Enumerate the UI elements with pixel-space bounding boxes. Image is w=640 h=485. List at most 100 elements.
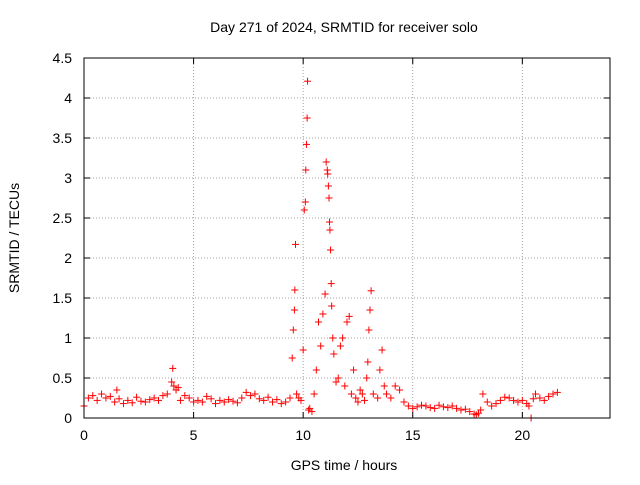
data-point (387, 394, 395, 402)
data-point (190, 398, 198, 406)
data-point (124, 396, 132, 404)
data-point (413, 403, 421, 411)
data-point (426, 404, 434, 412)
grid-layer (84, 58, 610, 418)
tick-label-layer: 0 0.5 1 1.5 2 2.5 3 3.5 4 4.5 0 5 10 15 20 (53, 50, 531, 443)
data-point (444, 404, 452, 412)
data-point (319, 310, 327, 318)
data-point (347, 390, 355, 398)
data-point (363, 374, 371, 382)
data-point (488, 402, 496, 410)
data-point (305, 406, 313, 414)
data-point (293, 390, 301, 398)
data-point (369, 390, 377, 398)
data-point (290, 306, 298, 314)
data-point (439, 403, 447, 411)
y-tick-label: 1.5 (53, 290, 73, 306)
data-point (391, 382, 399, 390)
data-point (325, 218, 333, 226)
data-point (382, 390, 390, 398)
data-point (510, 396, 518, 404)
data-point (303, 114, 311, 122)
data-point (327, 246, 335, 254)
data-point (289, 326, 297, 334)
y-tick-label: 0.5 (53, 370, 73, 386)
data-point (545, 392, 553, 400)
data-point (332, 378, 340, 386)
data-point (288, 354, 296, 362)
data-point (194, 396, 202, 404)
data-point (277, 400, 285, 408)
data-point (479, 390, 487, 398)
data-point (461, 405, 469, 413)
data-point (119, 400, 127, 408)
y-tick-label: 4.5 (53, 50, 73, 66)
data-point (361, 396, 369, 404)
data-point (529, 395, 537, 403)
y-tick-label: 0 (64, 410, 72, 426)
data-point (229, 397, 237, 405)
data-point (400, 398, 408, 406)
data-point (115, 395, 123, 403)
data-point (273, 396, 281, 404)
data-point (496, 396, 504, 404)
data-point (339, 334, 347, 342)
data-point (255, 395, 263, 403)
data-point (315, 318, 323, 326)
data-point (185, 394, 193, 402)
data-point (242, 388, 250, 396)
data-point (483, 398, 491, 406)
data-point (448, 402, 456, 410)
data-point (128, 399, 136, 407)
data-point (453, 404, 461, 412)
data-point (220, 398, 228, 406)
data-point (233, 399, 241, 407)
data-point (238, 394, 246, 402)
data-point (304, 77, 312, 85)
y-axis-label: SRMTID / TECUs (6, 183, 22, 293)
data-point (282, 398, 290, 406)
data-point (322, 158, 330, 166)
data-point (505, 394, 513, 402)
data-point (176, 396, 184, 404)
data-point (203, 392, 211, 400)
data-point (207, 395, 215, 403)
data-point (106, 392, 114, 400)
data-point (435, 401, 443, 409)
data-point (150, 394, 158, 402)
data-point (286, 394, 294, 402)
data-point (409, 404, 417, 412)
data-point (366, 306, 374, 314)
y-tick-label: 2 (64, 250, 72, 266)
data-point (168, 378, 176, 386)
data-point (354, 398, 362, 406)
data-point (514, 398, 522, 406)
data-point (356, 386, 364, 394)
data-point (518, 396, 526, 404)
data-point (492, 400, 500, 408)
data-point (329, 334, 337, 342)
data-point (308, 408, 316, 416)
data-point (328, 302, 336, 310)
x-tick-label: 20 (515, 427, 531, 443)
data-point (365, 326, 373, 334)
data-point (540, 396, 548, 404)
y-tick-label: 3 (64, 170, 72, 186)
data-point (525, 402, 533, 410)
data-point (345, 312, 353, 320)
data-point (325, 194, 333, 202)
data-point (111, 398, 119, 406)
data-point (302, 166, 310, 174)
data-point (212, 400, 219, 408)
y-tick-label: 3.5 (53, 130, 73, 146)
data-point (343, 318, 351, 326)
data-point (268, 398, 276, 406)
data-point (181, 392, 189, 400)
data-point (352, 394, 360, 402)
data-point (364, 358, 372, 366)
data-point (321, 290, 329, 298)
data-point (198, 398, 206, 406)
data-point (501, 393, 509, 401)
y-tick-label: 4 (64, 90, 72, 106)
